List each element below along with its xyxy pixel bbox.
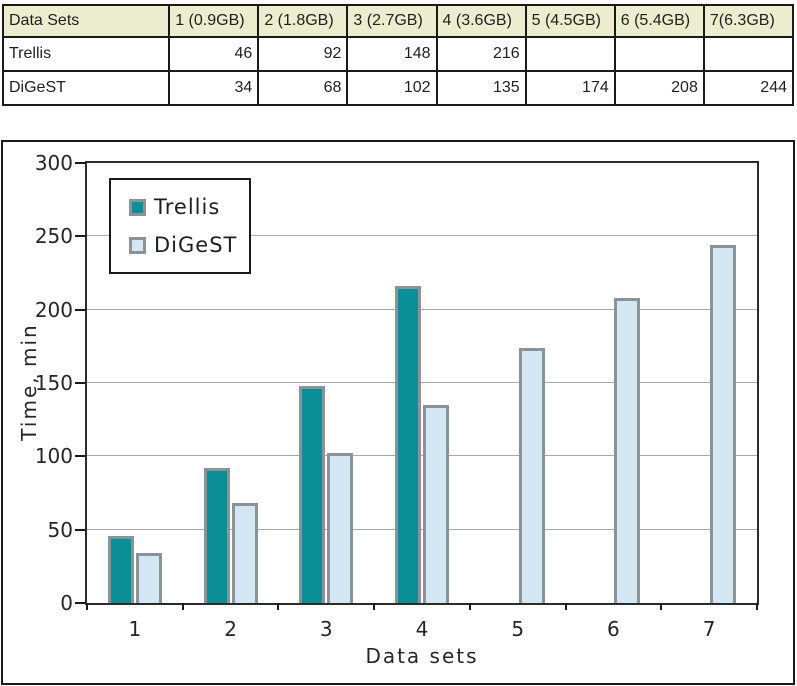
y-axis-tick-label: 250	[34, 224, 73, 249]
table-header-cell: 4 (3.6GB)	[435, 4, 527, 38]
legend-entry-digest: DiGeST	[129, 233, 249, 257]
y-axis-tick-label: 0	[60, 591, 73, 615]
table-cell	[702, 36, 795, 72]
table-header-cell: 5 (4.5GB)	[524, 4, 616, 38]
bar-digest-5	[518, 347, 545, 603]
bar-digest-3	[327, 453, 354, 603]
gridline-200	[87, 308, 757, 310]
x-axis-tick-mark	[86, 603, 88, 610]
results-table: Data Sets 1 (0.9GB) 2 (1.8GB) 3 (2.7GB) …	[1, 4, 795, 106]
table-cell: 102	[346, 70, 438, 106]
table-row-trellis: Trellis 46 92 148 216	[1, 36, 795, 72]
bar-chart: Time, min Data sets Trellis DiGeST 0 50 10…	[1, 140, 795, 685]
y-axis-tick-mark	[75, 602, 85, 604]
x-axis-tick-label: 1	[128, 617, 142, 641]
legend-swatch-digest	[129, 236, 146, 254]
table-header-cell: 6 (5.4GB)	[613, 4, 705, 38]
y-axis-tick-mark	[75, 235, 85, 238]
x-axis-tick-mark	[660, 603, 663, 610]
y-axis-tick-label: 50	[47, 517, 73, 542]
x-axis-tick-mark	[181, 603, 184, 610]
gridline-100	[87, 455, 757, 457]
y-axis-tick-mark	[75, 308, 85, 311]
legend-label: DiGeST	[154, 233, 238, 257]
x-axis-tick-label: 3	[319, 617, 333, 641]
bar-trellis-1	[107, 535, 134, 603]
gridline-50	[87, 528, 757, 530]
y-axis-tick-label: 200	[34, 297, 73, 322]
table-cell: 148	[346, 36, 438, 72]
bar-digest-7	[710, 245, 737, 603]
table-header-cell: 7(6.3GB)	[702, 4, 795, 38]
x-axis-tick-mark	[468, 603, 471, 610]
table-cell	[524, 36, 616, 72]
table-header-cell: 1 (0.9GB)	[168, 4, 260, 38]
table-cell: 216	[435, 36, 527, 72]
x-axis-title: Data sets	[365, 644, 479, 668]
y-axis-tick-mark	[75, 162, 85, 164]
bar-digest-2	[231, 503, 258, 603]
table-cell: 46	[168, 36, 260, 72]
table-cell: 174	[524, 70, 616, 106]
x-axis-tick-label: 2	[224, 617, 237, 641]
y-axis-tick-mark	[75, 382, 85, 384]
x-axis-tick-label: 7	[702, 617, 716, 641]
table-cell: 208	[613, 70, 705, 106]
table-cell: 68	[257, 70, 349, 106]
bar-trellis-3	[299, 385, 326, 603]
legend-label: Trellis	[154, 195, 221, 219]
chart-legend: Trellis DiGeST	[109, 178, 251, 274]
bar-trellis-2	[203, 468, 230, 603]
x-axis-tick-mark	[277, 603, 280, 610]
x-axis-tick-mark	[756, 603, 758, 610]
table-cell: 135	[435, 70, 527, 106]
bar-trellis-4	[395, 286, 421, 603]
plot-area	[85, 161, 759, 605]
gridline-250	[87, 235, 757, 237]
table-header-cell: 3 (2.7GB)	[346, 4, 438, 38]
x-axis-tick-mark	[373, 603, 376, 610]
table-cell: 92	[257, 36, 349, 72]
row-label: Trellis	[1, 36, 171, 72]
bar-digest-6	[614, 297, 641, 603]
table-cell	[613, 36, 705, 72]
y-axis-tick-mark	[75, 528, 85, 531]
row-label: DiGeST	[1, 70, 171, 106]
table-cell: 244	[702, 70, 795, 106]
y-axis-tick-label: 100	[34, 444, 73, 469]
x-axis-tick-label: 6	[607, 617, 620, 641]
bar-digest-4	[423, 405, 449, 603]
x-axis-tick-label: 4	[415, 617, 429, 641]
bar-digest-1	[135, 553, 162, 603]
table-header-cell: 2 (1.8GB)	[257, 4, 349, 38]
table-cell: 34	[168, 70, 260, 106]
legend-swatch-trellis	[129, 198, 146, 216]
y-axis-tick-label: 150	[34, 371, 73, 395]
y-axis-tick-mark	[75, 455, 85, 458]
gridline-150	[87, 382, 757, 383]
table-header-cell: Data Sets	[1, 4, 171, 38]
legend-entry-trellis: Trellis	[129, 195, 249, 219]
x-axis-tick-mark	[564, 603, 567, 610]
table-row-digest: DiGeST 34 68 102 135 174 208 244	[1, 70, 795, 106]
y-axis-tick-label: 300	[34, 151, 73, 175]
table-header-row: Data Sets 1 (0.9GB) 2 (1.8GB) 3 (2.7GB) …	[1, 4, 795, 38]
x-axis-tick-label: 5	[511, 617, 525, 641]
